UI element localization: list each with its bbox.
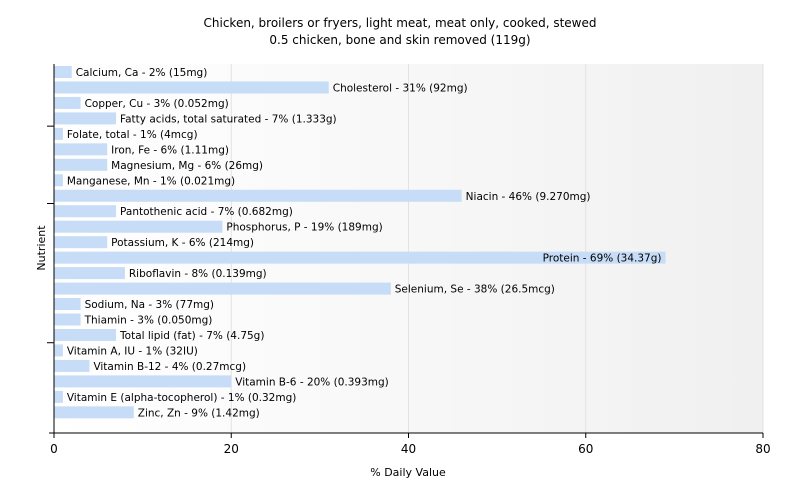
bar-label-15: Sodium, Na - 3% (77mg) [85, 299, 214, 311]
bar-label-21: Vitamin E (alpha-tocopherol) - 1% (0.32m… [67, 392, 296, 404]
bar-label-16: Thiamin - 3% (0.050mg) [84, 315, 213, 327]
y-axis-title: Nutrient [35, 225, 48, 271]
bar-label-14: Selenium, Se - 38% (26.5mcg) [395, 284, 555, 296]
bar-7 [54, 174, 63, 187]
bar-label-3: Fatty acids, total saturated - 7% (1.333… [120, 113, 337, 125]
bar-5 [54, 143, 108, 156]
grid-lines [230, 64, 764, 433]
bar-13 [54, 267, 125, 280]
bar-label-17: Total lipid (fat) - 7% (4.75g) [119, 330, 264, 342]
x-axis-title: % Daily Value [370, 466, 446, 479]
bar-label-11: Potassium, K - 6% (214mg) [111, 237, 254, 249]
bar-19 [54, 359, 90, 372]
bar-label-20: Vitamin B-6 - 20% (0.393mg) [235, 376, 389, 388]
bar-label-18: Vitamin A, IU - 1% (32IU) [67, 345, 198, 357]
bar-15 [54, 298, 81, 311]
bar-label-13: Riboflavin - 8% (0.139mg) [129, 268, 267, 280]
bar-label-7: Manganese, Mn - 1% (0.021mg) [67, 175, 235, 187]
bar-label-22: Zinc, Zn - 9% (1.42mg) [138, 407, 260, 419]
bar-6 [54, 158, 108, 171]
x-tick-label-40: 40 [401, 442, 416, 456]
x-tick-label-20: 20 [224, 442, 239, 456]
x-tick-label-60: 60 [578, 442, 593, 456]
bar-3 [54, 112, 117, 125]
chart-title: Chicken, broilers or fryers, light meat,… [204, 16, 597, 30]
x-tick-label-0: 0 [50, 442, 58, 456]
bar-2 [54, 96, 81, 109]
chart-subtitle: 0.5 chicken, bone and skin removed (119g… [269, 33, 530, 47]
bar-label-19: Vitamin B-12 - 4% (0.27mcg) [93, 361, 246, 373]
bar-22 [54, 406, 134, 419]
bar-11 [54, 236, 108, 249]
bar-label-10: Phosphorus, P - 19% (189mg) [226, 222, 382, 234]
bar-label-1: Cholesterol - 31% (92mg) [333, 82, 468, 94]
bar-label-0: Calcium, Ca - 2% (15mg) [76, 67, 208, 79]
bar-20 [54, 375, 232, 388]
bar-label-12: Protein - 69% (34.37g) [543, 253, 662, 265]
x-tick-label-80: 80 [755, 442, 770, 456]
bar-0 [54, 66, 72, 78]
bars-group: Calcium, Ca - 2% (15mg) Cholesterol - 31%… [54, 66, 666, 419]
bar-label-8: Niacin - 46% (9.270mg) [466, 191, 591, 203]
axes-group [47, 64, 763, 438]
bar-17 [54, 328, 117, 341]
bar-label-5: Iron, Fe - 6% (1.11mg) [111, 144, 229, 156]
bar-4 [54, 127, 63, 140]
bar-16 [54, 313, 81, 326]
bar-label-9: Pantothenic acid - 7% (0.682mg) [120, 206, 293, 218]
bar-21 [54, 390, 63, 403]
bar-12 [54, 251, 666, 264]
x-ticks-group: 0 20 40 60 80 [50, 433, 771, 456]
bar-label-6: Magnesium, Mg - 6% (26mg) [111, 160, 263, 172]
bar-18 [54, 344, 63, 357]
bar-label-4: Folate, total - 1% (4mcg) [67, 129, 198, 141]
bar-14 [54, 282, 391, 295]
bar-label-2: Copper, Cu - 3% (0.052mg) [85, 98, 229, 110]
bar-10 [54, 220, 223, 233]
bar-8 [54, 189, 462, 202]
bar-9 [54, 205, 117, 218]
bar-1 [54, 81, 329, 94]
